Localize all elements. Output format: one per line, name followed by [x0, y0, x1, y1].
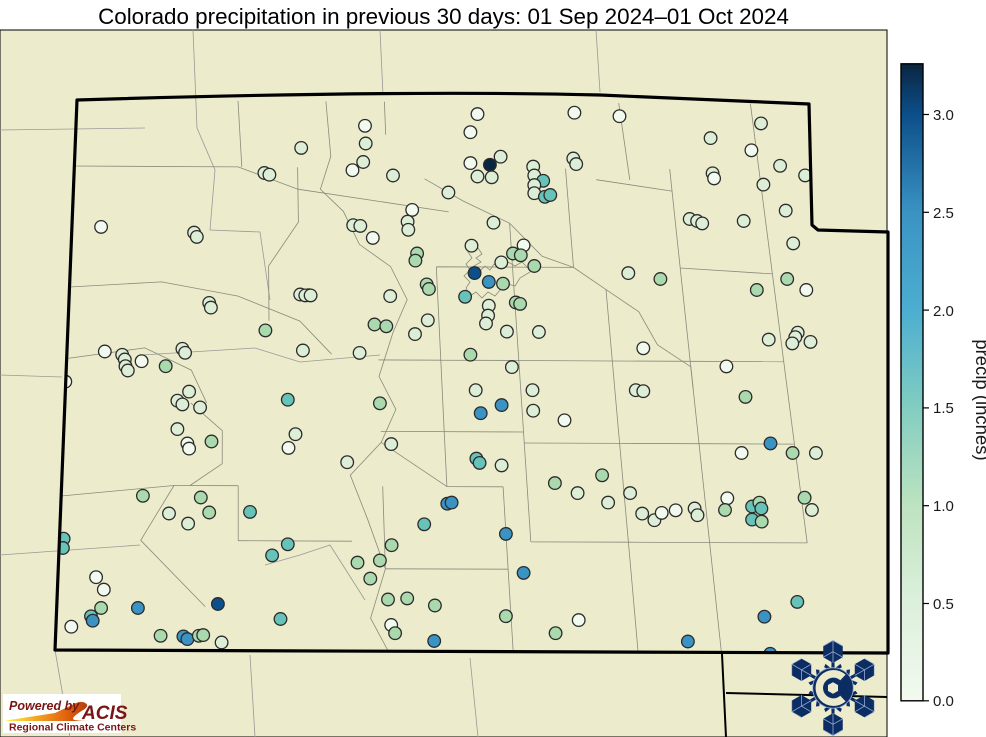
svg-text:precip (inches): precip (inches) [972, 339, 986, 460]
svg-text:0.0: 0.0 [933, 693, 954, 710]
svg-text:0.5: 0.5 [933, 596, 954, 613]
svg-text:2.0: 2.0 [933, 303, 954, 320]
svg-text:1.0: 1.0 [933, 498, 954, 515]
svg-text:3.0: 3.0 [933, 107, 954, 124]
svg-text:Regional Climate Centers: Regional Climate Centers [9, 722, 136, 734]
svg-text:Powered by: Powered by [9, 699, 80, 713]
svg-text:1.5: 1.5 [933, 400, 954, 417]
svg-text:2.5: 2.5 [933, 205, 954, 222]
